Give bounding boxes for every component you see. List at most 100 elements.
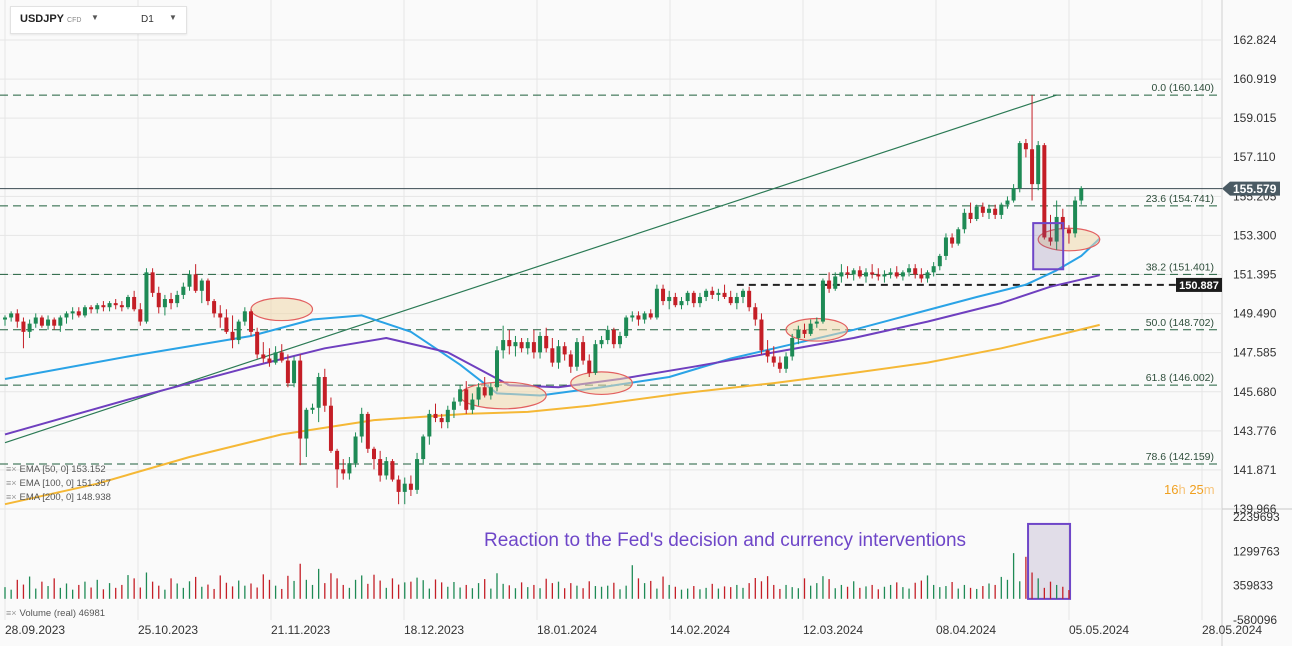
candle-body (1036, 145, 1041, 185)
candle-body (888, 272, 893, 275)
candle-body (27, 323, 32, 332)
candle-body (408, 483, 413, 490)
candle-body (667, 296, 672, 302)
chevron-down-icon[interactable]: ▼ (169, 13, 177, 22)
menu-icon[interactable]: ≡× (6, 492, 17, 502)
candle-body (827, 280, 832, 289)
highlight-ellipses (250, 227, 1101, 410)
candle-body (993, 208, 998, 215)
candle-body (119, 305, 124, 308)
timer-h-unit: h (1178, 482, 1186, 497)
date-tick-label: 21.11.2023 (271, 623, 330, 637)
candle-body (445, 409, 450, 423)
candle-body (169, 299, 174, 304)
candle-body (771, 356, 776, 363)
menu-icon[interactable]: ≡× (6, 478, 17, 488)
candlesticks[interactable] (3, 95, 1084, 505)
candle-body (1011, 188, 1016, 201)
instrument-type: CFD (67, 17, 82, 24)
candle-body (673, 296, 678, 306)
candle-body (113, 303, 118, 306)
candle-body (242, 311, 247, 322)
candle-body (126, 296, 130, 308)
candle-body (70, 311, 75, 314)
legend-ema-200-text: EMA [200, 0] 148.938 (19, 492, 111, 503)
annotation-text: Reaction to the Fed's decision and curre… (484, 530, 966, 551)
candle-body (433, 413, 438, 419)
candle-body (1054, 216, 1059, 242)
candle-body (950, 237, 955, 244)
current-price-text: 155.579 (1233, 182, 1277, 196)
legend-volume[interactable]: ≡× Volume (real) 46981 (6, 608, 105, 619)
menu-icon[interactable]: ≡× (6, 464, 17, 474)
candle-body (962, 212, 967, 230)
legend-ema-200[interactable]: ≡× EMA [200, 0] 148.938 (6, 492, 111, 503)
candle-timer: 16h 25m (1164, 482, 1215, 497)
candle-body (864, 272, 868, 277)
candle-body (839, 272, 844, 277)
candle-body (322, 376, 327, 406)
candle-body (820, 280, 825, 322)
candle-body (513, 342, 518, 347)
candle-body (3, 317, 7, 320)
legend-ema-50-text: EMA [50, 0] 153.152 (19, 464, 106, 475)
candle-body (89, 307, 94, 310)
candle-body (101, 305, 106, 308)
legend-ema-100[interactable]: ≡× EMA [100, 0] 151.357 (6, 478, 111, 489)
candle-body (328, 405, 333, 451)
candle-body (1073, 200, 1078, 234)
highlight-box-price (1032, 222, 1065, 271)
candle-body (814, 321, 819, 324)
candle-body (808, 323, 813, 334)
candle-body (968, 212, 973, 219)
price-tick-label: 157.110 (1233, 150, 1276, 164)
candle-body (648, 313, 653, 318)
candle-body (784, 356, 789, 369)
date-tick-label: 28.09.2023 (5, 623, 65, 637)
candle-body (205, 280, 210, 302)
candle-body (365, 413, 370, 449)
candle-body (33, 317, 38, 324)
price-tick-label: 160.919 (1233, 72, 1277, 86)
chevron-down-icon[interactable]: ▼ (91, 13, 99, 22)
candle-body (181, 286, 186, 295)
overlay-marks (1027, 222, 1072, 600)
candle-body (728, 296, 733, 304)
candle-body (722, 292, 727, 297)
candle-body (1017, 143, 1022, 189)
candle-body (562, 346, 567, 355)
candle-body (802, 329, 807, 334)
legend-ema-50[interactable]: ≡× EMA [50, 0] 153.152 (6, 464, 106, 475)
candle-body (974, 206, 979, 219)
price-tick-label: 149.490 (1233, 307, 1277, 321)
date-tick-label: 12.03.2024 (803, 623, 863, 637)
symbol-label: USDJPY (20, 13, 65, 25)
candle-body (574, 342, 579, 367)
candle-body (212, 301, 217, 314)
candle-body (753, 307, 758, 320)
candle-body (273, 352, 278, 363)
candle-body (304, 409, 309, 439)
candle-body (611, 329, 616, 345)
timeframe-label[interactable]: D1 (141, 14, 154, 25)
candle-body (544, 335, 549, 349)
candle-body (599, 340, 604, 345)
candle-body (458, 389, 463, 402)
candle-body (261, 354, 266, 359)
candle-body (427, 413, 432, 437)
candle-body (525, 342, 530, 349)
symbol-toolbar[interactable]: USDJPY CFD ▼ D1 ▼ (10, 6, 187, 34)
highlight-ellipse (570, 371, 633, 396)
candle-body (747, 290, 752, 308)
candle-body (464, 389, 469, 410)
price-tick-label: 162.824 (1233, 33, 1277, 47)
symbol-selector[interactable]: USDJPY CFD (20, 13, 81, 25)
fib-level-label: 50.0 (148.702) (1146, 317, 1214, 329)
candle-body (501, 340, 506, 351)
candle-body (519, 342, 524, 349)
menu-icon[interactable]: ≡× (6, 608, 17, 618)
candle-body (390, 461, 395, 480)
candle-body (1079, 188, 1084, 201)
candle-body (593, 344, 598, 373)
